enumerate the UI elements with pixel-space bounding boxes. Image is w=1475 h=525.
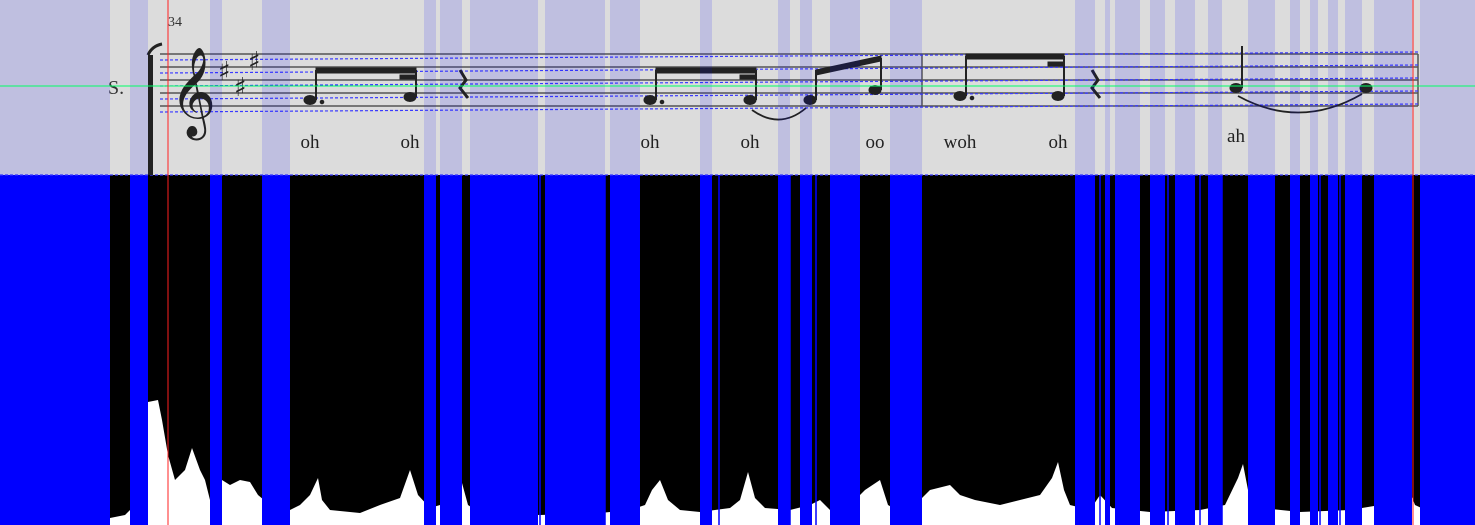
notes (303, 46, 1373, 121)
column-band-overlay (890, 0, 922, 175)
lyric-syllable: oh (741, 132, 761, 153)
column-band (1175, 175, 1195, 525)
column-band-overlay (1075, 0, 1095, 175)
column-band-overlay (1150, 0, 1165, 175)
column-band-overlay (1208, 0, 1222, 175)
note-head (403, 92, 417, 102)
column-band (1374, 175, 1412, 525)
column-band (1105, 175, 1110, 525)
lyric-syllable: woh (944, 132, 977, 153)
column-band-overlay (470, 0, 538, 175)
column-band (1150, 175, 1165, 525)
column-band-overlay (1115, 0, 1140, 175)
detected-staff-lines (0, 51, 1475, 176)
quarter-rest-icon (458, 69, 470, 99)
column-band (1345, 175, 1362, 525)
column-band-overlay (1175, 0, 1195, 175)
column-band-overlay (424, 0, 430, 175)
lyric-syllable: oo (866, 132, 885, 153)
column-band-overlay (1328, 0, 1338, 175)
column-band (700, 175, 712, 525)
note-dot (319, 99, 325, 105)
lyric-syllable: ah (1227, 126, 1245, 147)
note-head (303, 95, 317, 105)
column-band (1328, 175, 1338, 525)
column-band (1075, 175, 1095, 525)
lyric-syllable: oh (641, 132, 661, 153)
lyric-syllable: oh (401, 132, 421, 153)
note-dot (659, 99, 665, 105)
column-band (1310, 175, 1318, 525)
column-band (0, 175, 110, 525)
column-band-overlay (440, 0, 462, 175)
column-band-overlay (1105, 0, 1110, 175)
column-band-overlay (210, 0, 222, 175)
tie (751, 107, 807, 121)
column-band-overlay (0, 0, 110, 175)
note-head (643, 95, 657, 105)
column-band (440, 175, 462, 525)
column-band-overlay (778, 0, 790, 175)
quarter-rest-icon (1090, 69, 1102, 99)
column-band (1420, 175, 1475, 525)
detected-thin-lines (211, 175, 1389, 525)
column-band-overlay (700, 0, 712, 175)
column-band-overlay (130, 0, 148, 175)
column-band-overlay (1420, 0, 1475, 175)
treble-clef-icon: 𝄞 (170, 47, 216, 141)
note-head (868, 85, 882, 95)
column-band-overlay (1248, 0, 1275, 175)
column-band (1208, 175, 1222, 525)
note-dot (969, 95, 975, 101)
boundary-lines (167, 0, 1414, 525)
lyrics: oh oh oh oh oo woh oh ah (301, 126, 1246, 153)
column-band-overlay (1310, 0, 1318, 175)
column-band (1115, 175, 1140, 525)
column-band (830, 175, 860, 525)
key-signature-sharp-icon: ♯ (218, 57, 231, 87)
column-band (470, 175, 538, 525)
column-band (130, 175, 148, 525)
column-band-overlay (1374, 0, 1412, 175)
band-overlay-on-paper (0, 0, 1475, 175)
column-band-overlay (830, 0, 860, 175)
note-head (1229, 83, 1243, 93)
detected-column-bands (0, 175, 1475, 525)
key-signature-sharp-icon: ♯ (234, 73, 247, 103)
column-band-overlay (610, 0, 640, 175)
system-bracket (148, 55, 153, 175)
column-band (424, 175, 430, 525)
bracket-hook (146, 42, 163, 56)
column-band-overlay (545, 0, 605, 175)
column-band-overlay (800, 0, 812, 175)
part-label: S. (108, 77, 124, 99)
column-band-overlay (1345, 0, 1362, 175)
column-band (778, 175, 790, 525)
histogram-area (0, 175, 1475, 525)
note-head (953, 91, 967, 101)
column-band-overlay (430, 0, 436, 175)
lyric-syllable: oh (301, 132, 321, 153)
measure-number: 34 (168, 15, 182, 30)
column-band (610, 175, 640, 525)
staff (160, 53, 1419, 107)
note-head (743, 95, 757, 105)
column-band (545, 175, 605, 525)
tie (1237, 93, 1363, 114)
column-band-overlay (1290, 0, 1300, 175)
lyric-syllable: oh (1049, 132, 1069, 153)
key-signature-sharp-icon: ♯ (248, 47, 261, 77)
note-head (1051, 91, 1065, 101)
sheet-music-strip (0, 0, 1475, 175)
column-band-overlay (262, 0, 290, 175)
